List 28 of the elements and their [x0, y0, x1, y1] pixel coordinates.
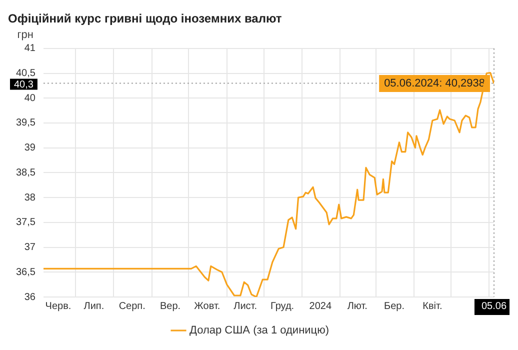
x-tick-label: 2024 — [309, 300, 332, 312]
y-tick-label: 38,5 — [16, 167, 36, 178]
y-tick-label: 40,5 — [16, 68, 36, 80]
x-tick-label: Жовт. — [194, 300, 220, 312]
ref-line-label: 40,3 — [14, 79, 34, 90]
y-tick-label: 36 — [24, 292, 36, 303]
x-tick-label: Черв. — [45, 300, 72, 312]
y-tick-label: 39 — [24, 142, 36, 154]
annotation: 05.06.2024: 40,2938 — [384, 78, 486, 90]
x-tick-label: Бер. — [384, 300, 405, 312]
y-axis-title: грн — [17, 28, 34, 41]
y-tick-label: 40 — [24, 92, 36, 104]
x-tick-label: Квіт. — [422, 300, 442, 312]
x-tick-label: Груд. — [270, 300, 294, 312]
x-tick-label: 05.06 — [481, 300, 507, 312]
y-tick-label: 37 — [24, 242, 36, 254]
x-tick-label: Лип. — [84, 300, 104, 312]
legend-label: Долар США (за 1 одиницю) — [190, 324, 330, 337]
y-tick-label: 36,5 — [16, 266, 36, 278]
chart-title: Офіційний курс гривні щодо іноземних валют — [8, 12, 282, 26]
y-tick-label: 38 — [24, 192, 36, 204]
x-tick-label: Лист. — [234, 300, 258, 312]
x-tick-label: Вер. — [160, 300, 181, 312]
y-tick-label: 39,5 — [16, 118, 36, 129]
y-tick-label: 41 — [24, 43, 36, 54]
x-tick-label: Серп. — [118, 300, 146, 312]
y-tick-label: 37,5 — [16, 217, 36, 228]
x-tick-label: Лют. — [347, 300, 368, 312]
